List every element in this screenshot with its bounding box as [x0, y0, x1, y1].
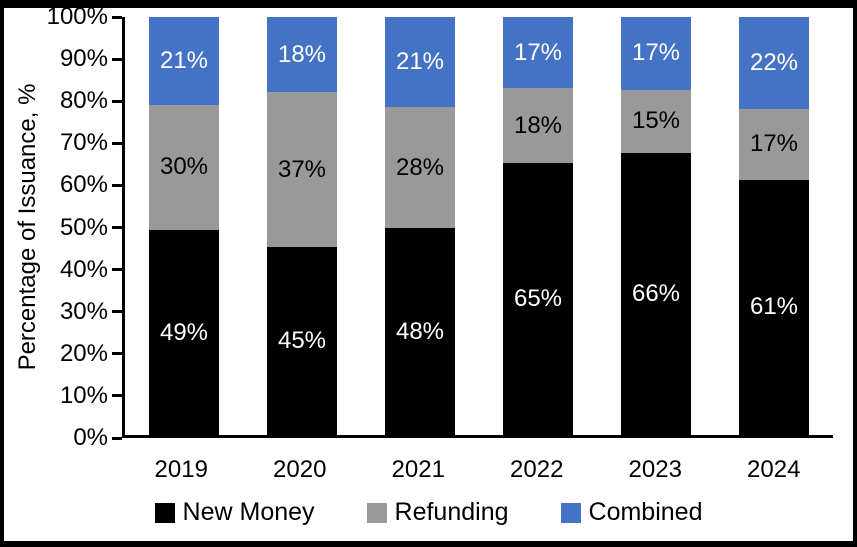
bar-segment-combined-2024: 22%	[739, 17, 809, 109]
bar-value-label: 18%	[277, 40, 327, 68]
stacked-bar-2024: 22% 17% 61%	[739, 17, 809, 435]
bar-segment-combined-2019: 21%	[149, 17, 219, 105]
bar-value-label: 49%	[159, 318, 209, 346]
bar-segment-new-money-2022: 65%	[503, 163, 573, 435]
y-tick-label: 100%	[46, 3, 108, 30]
legend-item-refunding: Refunding	[366, 498, 509, 527]
bar-slot-2021: 21% 28% 48%	[361, 17, 479, 435]
chart-inner: Percentage of Issuance, % 0% 10% 20% 30% 40%…	[4, 8, 853, 541]
bar-value-label: 17%	[513, 38, 563, 66]
bar-segment-new-money-2024: 61%	[739, 180, 809, 435]
legend-swatch-refunding	[366, 502, 387, 523]
plot-area: 21% 30% 49% 18% 37% 45% 21% 28% 48% 17% 18% 65% 17% 1…	[122, 17, 833, 438]
bar-slot-2020: 18% 37% 45%	[243, 17, 361, 435]
bar-slot-2022: 17% 18% 65%	[479, 17, 597, 435]
bar-segment-combined-2022: 17%	[503, 17, 573, 89]
bar-value-label: 45%	[277, 326, 327, 354]
x-tick-label-2022: 2022	[510, 456, 564, 483]
bar-segment-new-money-2019: 49%	[149, 230, 219, 435]
bar-slot-2023: 17% 15% 66%	[597, 17, 715, 435]
legend-swatch-new-money	[154, 502, 175, 523]
bar-value-label: 65%	[513, 285, 563, 313]
stacked-bar-2019: 21% 30% 49%	[149, 17, 219, 435]
x-axis-labels: 2019 2020 2021 2022 2023 2024	[122, 456, 833, 484]
bar-value-label: 22%	[749, 48, 799, 76]
stacked-bar-2022: 17% 18% 65%	[503, 17, 573, 435]
bar-segment-refunding-2020: 37%	[267, 92, 337, 247]
legend-item-combined: Combined	[560, 498, 703, 527]
y-tick-mark	[112, 394, 122, 398]
bar-value-label: 37%	[277, 155, 327, 183]
y-tick-mark	[112, 15, 122, 19]
y-tick-mark	[112, 99, 122, 103]
y-tick-label: 40%	[59, 255, 108, 283]
x-tick-label-2023: 2023	[628, 456, 682, 483]
y-tick-mark	[112, 310, 122, 314]
legend-item-new-money: New Money	[154, 498, 315, 527]
bar-value-label: 28%	[395, 153, 445, 181]
bar-segment-combined-2021: 21%	[385, 17, 455, 108]
bar-segment-new-money-2020: 45%	[267, 246, 337, 435]
y-tick-label: 60%	[59, 171, 108, 199]
y-tick-label: 30%	[59, 297, 108, 325]
bar-segment-new-money-2021: 48%	[385, 228, 455, 435]
y-tick-mark	[112, 352, 122, 356]
bar-segment-refunding-2023: 15%	[621, 89, 691, 154]
bar-segment-combined-2020: 18%	[267, 17, 337, 93]
bar-segment-refunding-2021: 28%	[385, 107, 455, 229]
y-tick-mark	[112, 226, 122, 229]
y-tick-mark	[112, 57, 122, 61]
bar-segment-refunding-2024: 17%	[739, 108, 809, 180]
bar-slot-2024: 22% 17% 61%	[715, 17, 833, 435]
bar-value-label: 17%	[631, 39, 681, 67]
y-tick-label: 10%	[59, 381, 108, 409]
bar-segment-refunding-2019: 30%	[149, 104, 219, 231]
legend-swatch-combined	[560, 502, 581, 523]
bar-value-label: 66%	[631, 280, 681, 308]
bar-value-label: 18%	[513, 111, 563, 139]
y-tick-mark	[112, 436, 122, 440]
bar-segment-new-money-2023: 66%	[621, 153, 691, 435]
bar-value-label: 21%	[395, 48, 445, 76]
y-tick-label: 50%	[59, 213, 108, 241]
stacked-bar-2020: 18% 37% 45%	[267, 17, 337, 435]
bar-segment-combined-2023: 17%	[621, 17, 691, 90]
y-tick-label: 90%	[59, 45, 108, 73]
y-tick-label: 80%	[59, 87, 108, 115]
legend-label: Refunding	[394, 498, 509, 526]
y-tick-mark	[112, 183, 122, 187]
y-tick-label: 0%	[73, 424, 108, 451]
bar-value-label: 30%	[159, 153, 209, 181]
bar-segment-refunding-2022: 18%	[503, 88, 573, 164]
x-tick-label-2019: 2019	[154, 456, 208, 483]
y-tick-mark	[112, 268, 122, 272]
bar-slot-2019: 21% 30% 49%	[125, 17, 243, 435]
y-tick-label: 20%	[59, 339, 108, 367]
y-tick-mark	[112, 141, 122, 145]
bar-value-label: 21%	[159, 46, 209, 74]
bar-value-label: 17%	[749, 130, 799, 158]
x-tick-label-2024: 2024	[747, 456, 801, 483]
bar-value-label: 61%	[749, 293, 799, 321]
bar-value-label: 15%	[631, 107, 681, 135]
legend: New Money Refunding Combined	[4, 498, 853, 527]
x-tick-label-2020: 2020	[273, 456, 327, 483]
x-tick-label-2021: 2021	[391, 456, 445, 483]
stacked-bar-2023: 17% 15% 66%	[621, 17, 691, 435]
stacked-bar-2021: 21% 28% 48%	[385, 17, 455, 435]
legend-label: Combined	[588, 498, 703, 526]
y-tick-label: 70%	[59, 129, 108, 157]
legend-label: New Money	[182, 498, 315, 526]
bar-value-label: 48%	[395, 317, 445, 345]
